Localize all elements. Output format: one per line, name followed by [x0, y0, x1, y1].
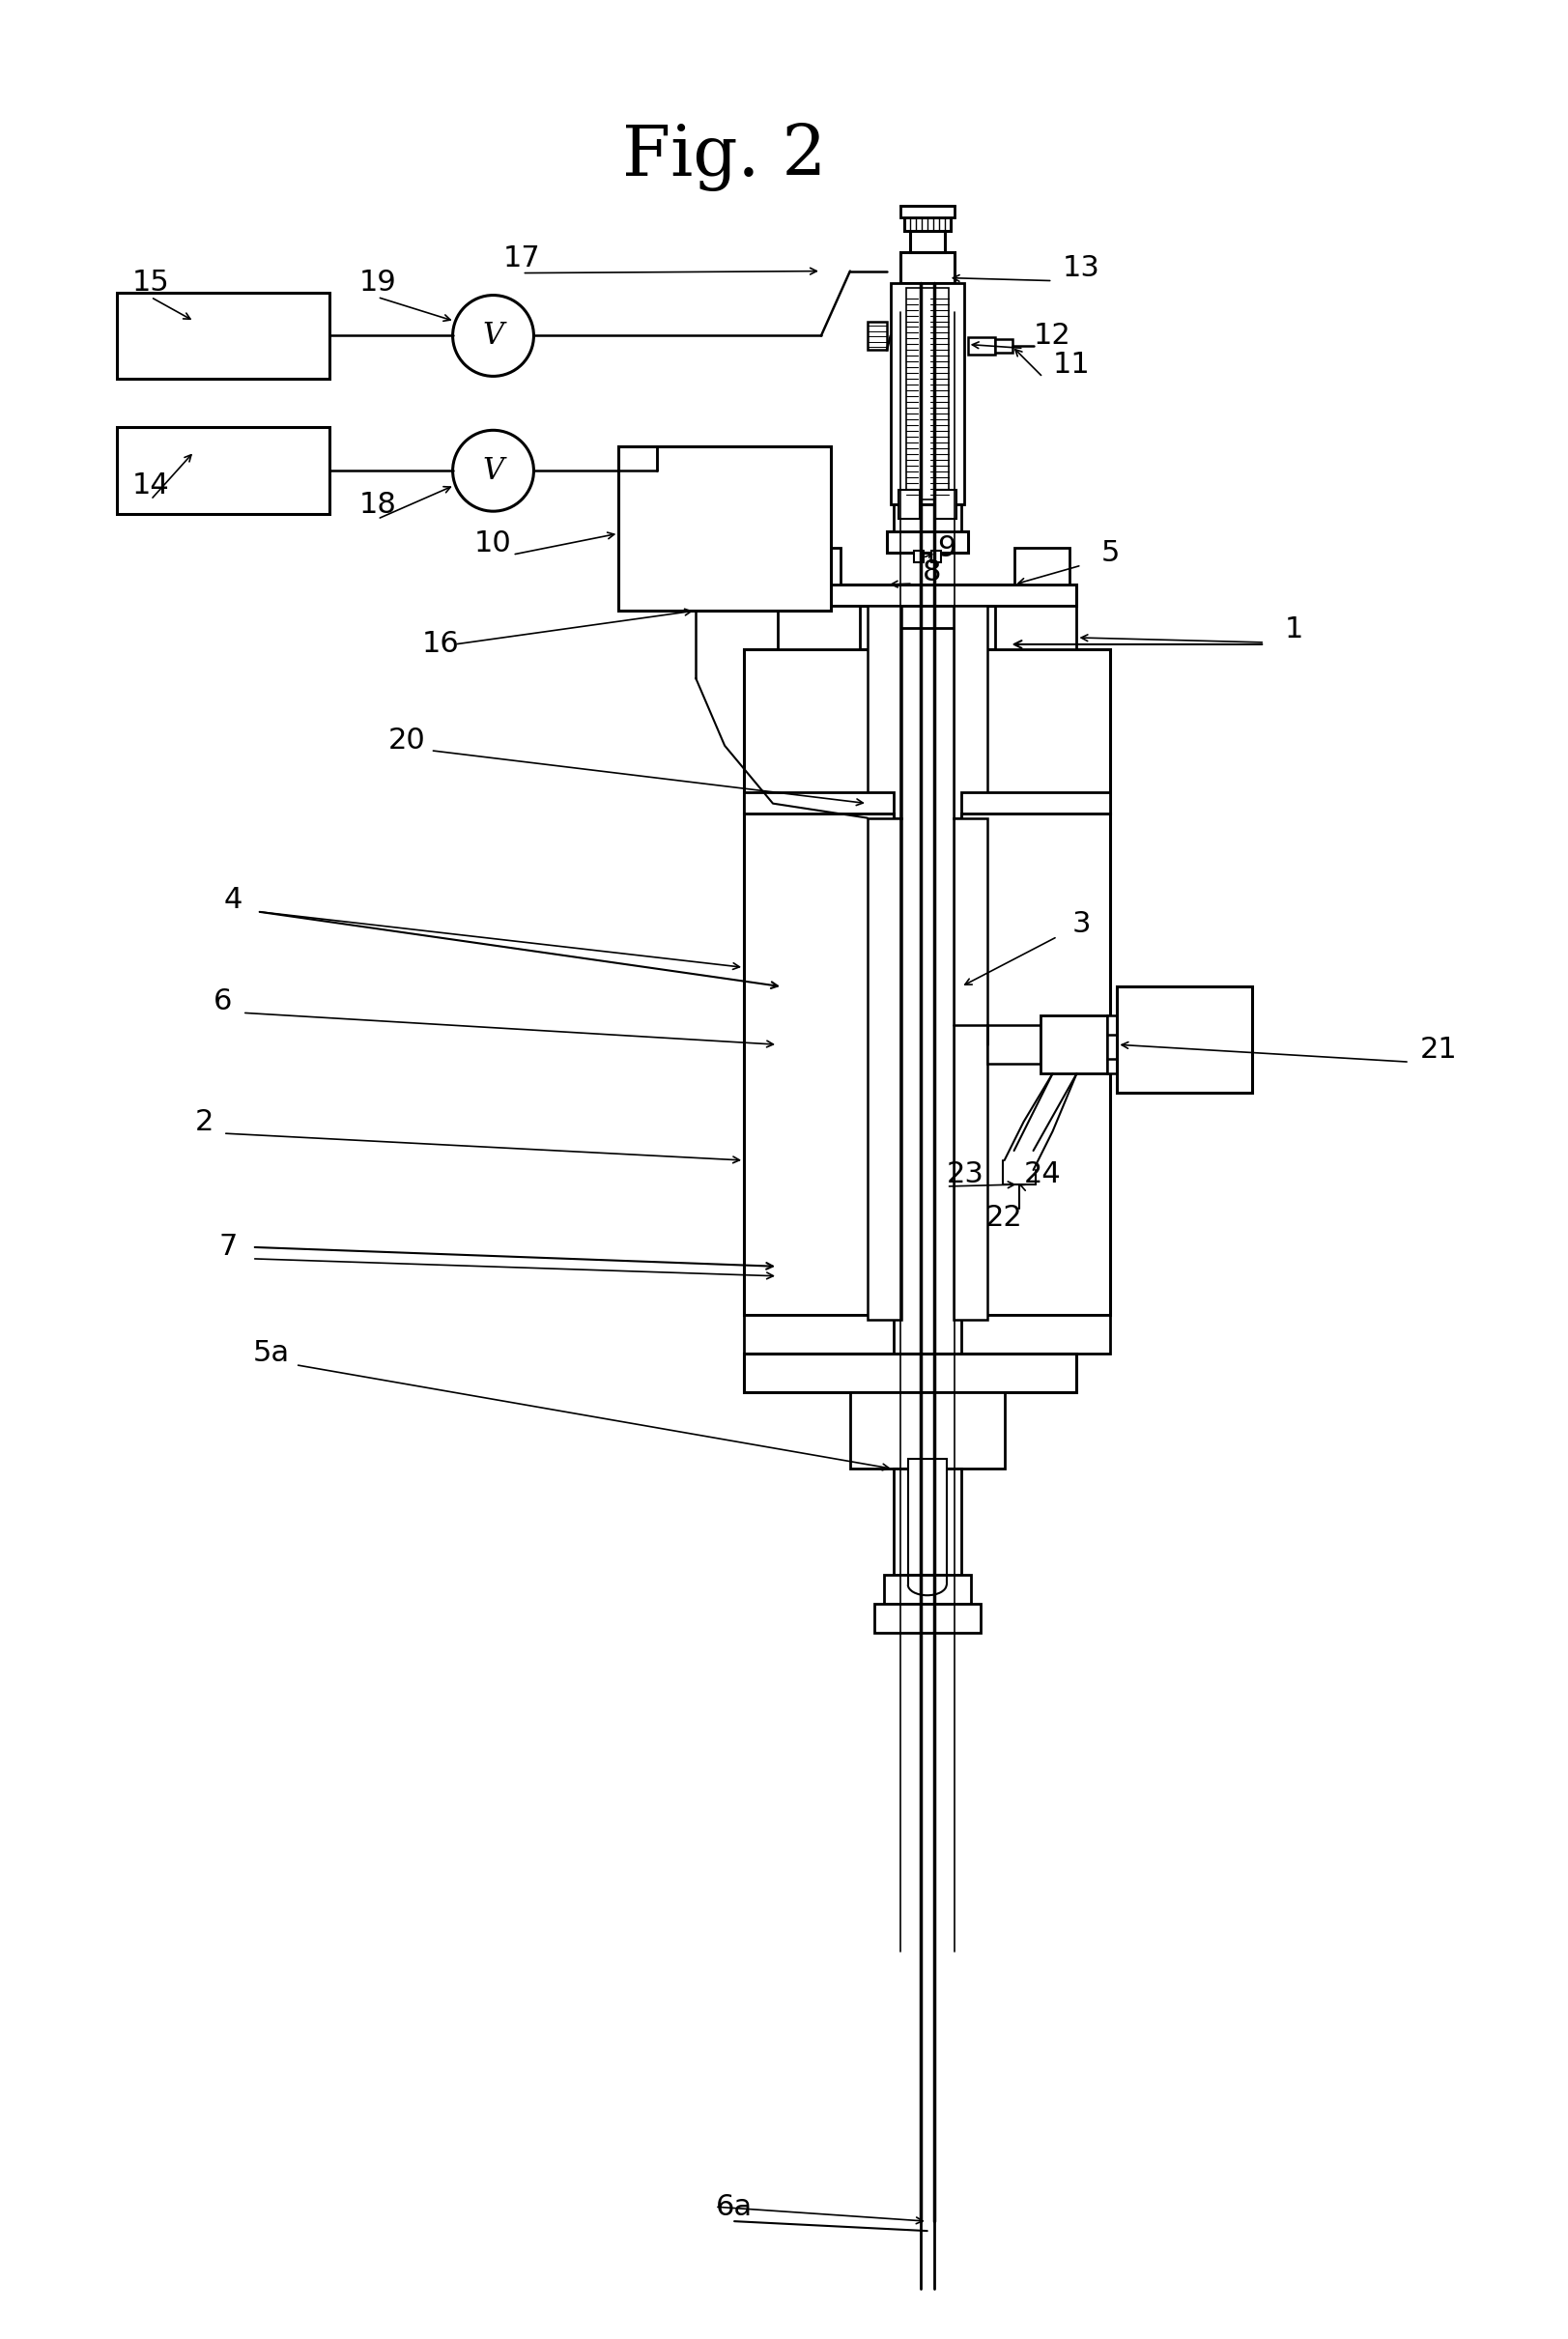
Bar	[930, 550, 941, 561]
Bar	[743, 814, 892, 1315]
Bar	[967, 337, 994, 356]
Text: 8: 8	[922, 559, 941, 587]
Circle shape	[453, 430, 533, 512]
Bar	[883, 1574, 971, 1605]
Text: 19: 19	[359, 269, 397, 297]
Bar	[743, 793, 892, 814]
Bar	[1013, 547, 1069, 585]
Bar	[913, 550, 924, 561]
Bar	[811, 606, 845, 650]
Text: 1: 1	[1284, 615, 1303, 643]
Text: 7: 7	[218, 1233, 237, 1261]
Bar	[898, 491, 919, 519]
Bar	[960, 650, 1110, 814]
Text: 9: 9	[936, 533, 955, 561]
Text: 18: 18	[359, 491, 397, 519]
Bar	[118, 428, 329, 515]
Bar	[743, 1315, 892, 1354]
Text: 17: 17	[503, 246, 541, 274]
Bar	[891, 283, 963, 505]
Bar	[935, 491, 955, 519]
Text: 14: 14	[132, 470, 169, 498]
Bar	[118, 292, 329, 379]
Bar	[994, 606, 1076, 650]
Bar	[953, 606, 986, 819]
Bar	[618, 447, 831, 610]
Bar	[900, 206, 953, 218]
Text: 12: 12	[1033, 323, 1071, 351]
Bar	[1116, 987, 1251, 1092]
Text: V: V	[483, 456, 503, 487]
Text: 21: 21	[1419, 1036, 1457, 1064]
Text: 23: 23	[947, 1160, 985, 1188]
Text: 15: 15	[132, 269, 169, 297]
Bar	[1008, 606, 1043, 650]
Text: 4: 4	[223, 886, 241, 915]
Bar	[960, 793, 1110, 814]
Bar	[900, 253, 953, 283]
Bar	[960, 1315, 1110, 1354]
Text: 22: 22	[985, 1205, 1022, 1233]
Bar	[892, 505, 960, 531]
Text: 20: 20	[387, 727, 425, 755]
Bar	[850, 1392, 1004, 1469]
Bar	[784, 547, 840, 585]
Bar	[1040, 1015, 1107, 1074]
Text: 24: 24	[1024, 1160, 1062, 1188]
Bar	[743, 650, 892, 814]
Bar	[873, 1605, 980, 1633]
Bar	[908, 1460, 946, 1574]
Bar	[909, 232, 944, 253]
Bar	[986, 1024, 1040, 1064]
Bar	[903, 218, 950, 232]
Text: 16: 16	[422, 629, 458, 657]
Bar	[867, 606, 900, 819]
Bar	[778, 606, 859, 650]
Text: 13: 13	[1062, 255, 1099, 283]
Text: 5: 5	[1101, 538, 1120, 566]
Text: 10: 10	[474, 529, 511, 557]
Bar	[960, 814, 1110, 1315]
Bar	[886, 531, 967, 552]
Text: V: V	[483, 320, 503, 351]
Bar	[892, 1469, 960, 1574]
Bar	[867, 320, 886, 351]
Text: 6: 6	[213, 987, 232, 1015]
Text: 5a: 5a	[252, 1340, 290, 1368]
Text: 11: 11	[1052, 351, 1090, 379]
Bar	[886, 606, 967, 627]
Bar	[905, 288, 949, 501]
Text: Fig. 2: Fig. 2	[622, 124, 826, 192]
Circle shape	[453, 295, 533, 377]
Bar	[778, 585, 1076, 606]
Bar	[743, 1354, 1076, 1392]
Text: 2: 2	[194, 1109, 213, 1137]
Bar	[953, 819, 986, 1319]
Bar	[994, 339, 1011, 353]
Text: 6a: 6a	[715, 2192, 753, 2220]
Text: 3: 3	[1071, 910, 1090, 938]
Bar	[867, 819, 900, 1319]
Bar	[1107, 1015, 1116, 1074]
